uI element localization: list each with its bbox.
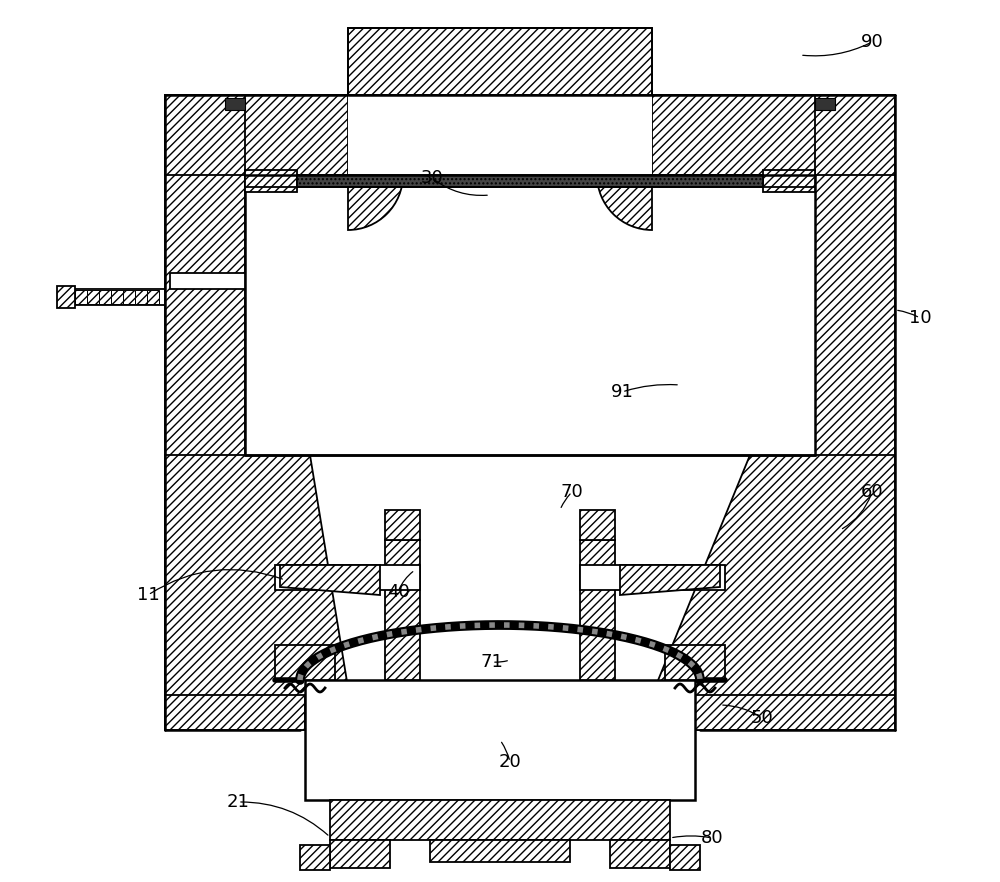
Polygon shape (147, 290, 159, 304)
Polygon shape (650, 455, 895, 730)
Bar (815, 98, 835, 110)
Polygon shape (348, 28, 652, 95)
Polygon shape (275, 565, 420, 590)
Polygon shape (580, 510, 615, 540)
Polygon shape (75, 290, 87, 304)
Polygon shape (652, 95, 815, 175)
Bar (170, 273, 245, 289)
Text: 80: 80 (701, 829, 723, 847)
Polygon shape (300, 845, 330, 870)
Text: 30: 30 (421, 169, 443, 187)
Bar (245, 175, 815, 455)
Text: 40: 40 (387, 583, 409, 601)
Polygon shape (385, 510, 420, 540)
Text: 91: 91 (611, 383, 633, 401)
Polygon shape (665, 645, 725, 680)
Polygon shape (385, 540, 420, 680)
Wedge shape (348, 175, 403, 230)
Text: 90: 90 (861, 33, 883, 51)
Polygon shape (280, 565, 380, 595)
Polygon shape (245, 95, 348, 175)
Polygon shape (111, 290, 123, 304)
Polygon shape (580, 565, 725, 590)
Text: 10: 10 (909, 309, 931, 327)
Polygon shape (330, 840, 390, 868)
Polygon shape (430, 840, 570, 862)
Bar (225, 98, 245, 110)
Polygon shape (99, 290, 111, 304)
Bar (348, 95, 652, 175)
Polygon shape (87, 290, 99, 304)
Polygon shape (123, 290, 135, 304)
Polygon shape (165, 95, 348, 175)
Polygon shape (165, 95, 245, 730)
Polygon shape (763, 170, 815, 192)
Text: 50: 50 (751, 709, 773, 727)
Text: 70: 70 (561, 483, 583, 501)
Polygon shape (652, 95, 895, 175)
Polygon shape (57, 286, 75, 308)
Polygon shape (165, 695, 305, 730)
Polygon shape (165, 455, 350, 730)
Text: 60: 60 (861, 483, 883, 501)
Polygon shape (610, 840, 670, 868)
Polygon shape (620, 565, 720, 595)
Polygon shape (275, 645, 335, 680)
Polygon shape (580, 540, 615, 680)
Text: 71: 71 (481, 653, 503, 671)
Polygon shape (670, 845, 700, 870)
Wedge shape (597, 175, 652, 230)
Bar (297, 175, 763, 187)
Bar (305, 680, 695, 800)
Text: 21: 21 (227, 793, 249, 811)
Text: 20: 20 (499, 753, 521, 771)
Polygon shape (815, 95, 895, 730)
Polygon shape (135, 290, 147, 304)
Polygon shape (245, 170, 297, 192)
Polygon shape (695, 695, 895, 730)
Polygon shape (330, 800, 670, 840)
Text: 11: 11 (137, 586, 159, 604)
